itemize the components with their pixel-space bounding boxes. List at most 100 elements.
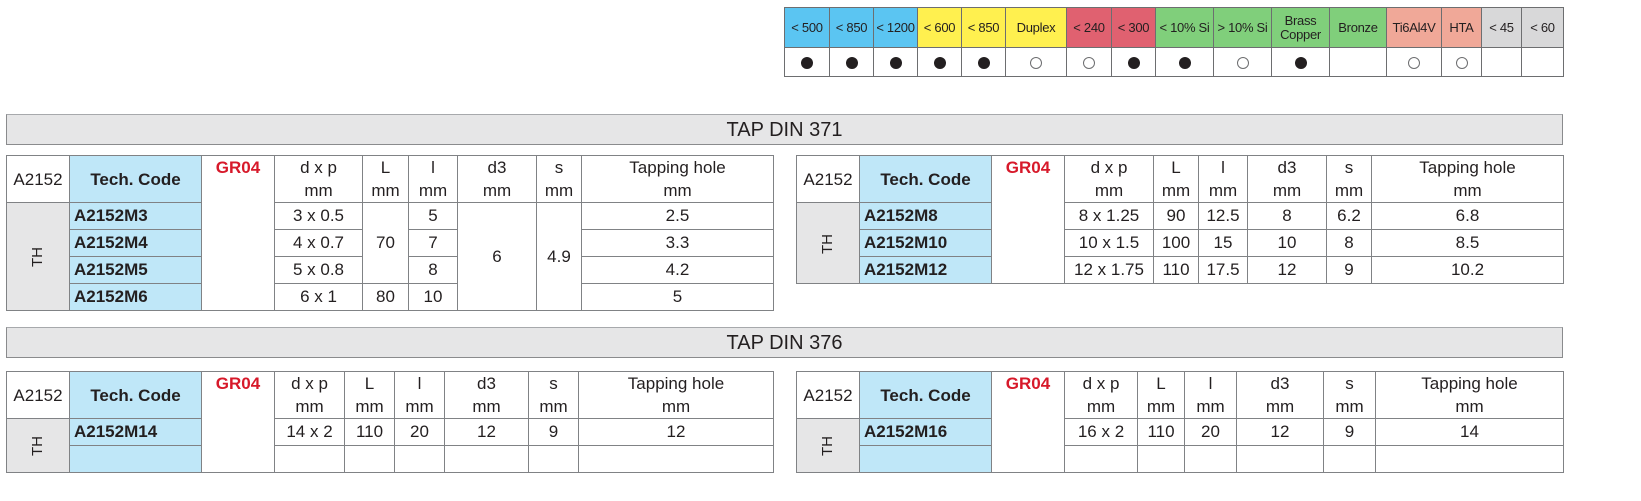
suitability-dot-icon (1236, 56, 1249, 69)
cell-tapping-hole: 2.5 (581, 202, 774, 230)
suitability-cell (784, 47, 830, 77)
cell-s (1323, 445, 1376, 473)
cell-l: 10 (408, 283, 458, 311)
suitability-cell (1329, 47, 1387, 77)
tech-code-header: Tech. Code (69, 371, 202, 419)
cell-L: 110 (1153, 256, 1199, 284)
cell-l: 5 (408, 202, 458, 230)
cell-tapping-hole (578, 445, 774, 473)
suitability-cell (1481, 47, 1522, 77)
cell-l (394, 445, 445, 473)
cell-d3: 12 (1247, 256, 1327, 284)
material-col-header: > 10% Si (1213, 7, 1272, 48)
cell-s: 4.9 (536, 202, 582, 311)
material-col-header: < 240 (1066, 7, 1112, 48)
table-row: TH A2152M16 16 x 2 110 20 12 9 14 (796, 418, 1564, 473)
table-row: A2152M5 5 x 0.8 8 4.2 (7, 256, 774, 284)
tech-code: A2152M4 (69, 229, 202, 257)
cell-tapping-hole: 10.2 (1371, 256, 1564, 284)
cell-d3: 8 (1247, 202, 1327, 230)
side-label: TH (796, 202, 860, 284)
col-header-s: s mm (528, 371, 579, 419)
tech-code: A2152M16 (859, 418, 992, 446)
suitability-cell (1213, 47, 1272, 77)
suitability-cell (873, 47, 918, 77)
cell-d3: 10 (1247, 229, 1327, 257)
cell-L: 90 (1153, 202, 1199, 230)
cell-l: 7 (408, 229, 458, 257)
table-row: TH A2152M8 8 x 1.25 90 12.5 8 6.2 6.8 (796, 202, 1564, 284)
tech-code: A2152M3 (69, 202, 202, 230)
cell-dxp: 12 x 1.75 (1064, 256, 1154, 284)
col-header-tapping-hole: Tapping hole mm (578, 371, 774, 419)
table-row: A2152M12 12 x 1.75 110 17.5 12 9 10.2 (797, 256, 1564, 284)
suitability-cell (1005, 47, 1067, 77)
cell-dxp: 6 x 1 (274, 283, 363, 311)
cell-d3 (1236, 445, 1324, 473)
cell-s (528, 445, 579, 473)
cell-l: 15 (1198, 229, 1248, 257)
brand-label: A2152 (796, 155, 860, 203)
brand-label: A2152 (6, 371, 70, 419)
suitability-cell (1521, 47, 1564, 77)
suitability-cell (829, 47, 874, 77)
suitability-dot-icon (845, 56, 858, 69)
material-col-header: Bronze (1329, 7, 1387, 48)
col-header-l: l mm (1184, 371, 1237, 419)
cell-L (1137, 445, 1185, 473)
cell-l: 20 (394, 418, 445, 446)
suitability-dot-icon (801, 56, 813, 69)
material-col-header: < 1200 (873, 7, 918, 48)
material-suitability-table: < 500 < 850 < 1200 < 600 < 850 Duplex < … (784, 7, 1564, 77)
cell-tapping-hole: 3.3 (581, 229, 774, 257)
cell-s: 6.2 (1326, 202, 1372, 230)
cell-L: 110 (1137, 418, 1185, 446)
col-header-l: l mm (394, 371, 445, 419)
material-col-header: < 850 (829, 7, 874, 48)
cell-d3 (444, 445, 529, 473)
col-header-dxp: d x p mm (1064, 155, 1154, 203)
cell-l: 17.5 (1198, 256, 1248, 284)
suitability-dot-icon (1408, 56, 1420, 69)
suitability-dot-icon (1083, 56, 1095, 69)
cell-l: 12.5 (1198, 202, 1248, 230)
cell-dxp: 8 x 1.25 (1064, 202, 1154, 230)
cell-dxp: 5 x 0.8 (274, 256, 363, 284)
material-col-header: < 45 (1481, 7, 1522, 48)
col-header-l: l mm (408, 155, 458, 203)
material-col-header: < 850 (961, 7, 1006, 48)
tech-code: A2152M5 (69, 256, 202, 284)
table-row: A2152M10 10 x 1.5 100 15 10 8 8.5 (797, 229, 1564, 257)
cell-tapping-hole: 12 (578, 418, 774, 446)
cell-dxp (1064, 445, 1138, 473)
table-row: A2152M4 4 x 0.7 7 3.3 (7, 229, 774, 257)
suitability-cell (1066, 47, 1112, 77)
tech-code: A2152M8 (859, 202, 992, 230)
tech-code-header: Tech. Code (859, 155, 992, 203)
cell-s: 9 (528, 418, 579, 446)
tech-code: A2152M12 (859, 256, 992, 284)
material-col-header: < 60 (1521, 7, 1564, 48)
tech-code (69, 445, 202, 473)
cell-dxp: 16 x 2 (1064, 418, 1138, 446)
table-row: A2152M6 6 x 1 80 10 5 (7, 283, 774, 311)
tech-code (859, 445, 992, 473)
material-col-header: < 300 (1111, 7, 1156, 48)
suitability-cell (1155, 47, 1214, 77)
table-row: TH A2152M14 14 x 2 110 20 12 9 12 (6, 418, 774, 473)
section-title-din-371: TAP DIN 371 (6, 114, 1563, 145)
material-col-header: < 500 (784, 7, 830, 48)
grade-column-body (201, 418, 275, 473)
side-label: TH (796, 418, 860, 473)
tech-code: A2152M6 (69, 283, 202, 311)
cell-tapping-hole: 4.2 (581, 256, 774, 284)
